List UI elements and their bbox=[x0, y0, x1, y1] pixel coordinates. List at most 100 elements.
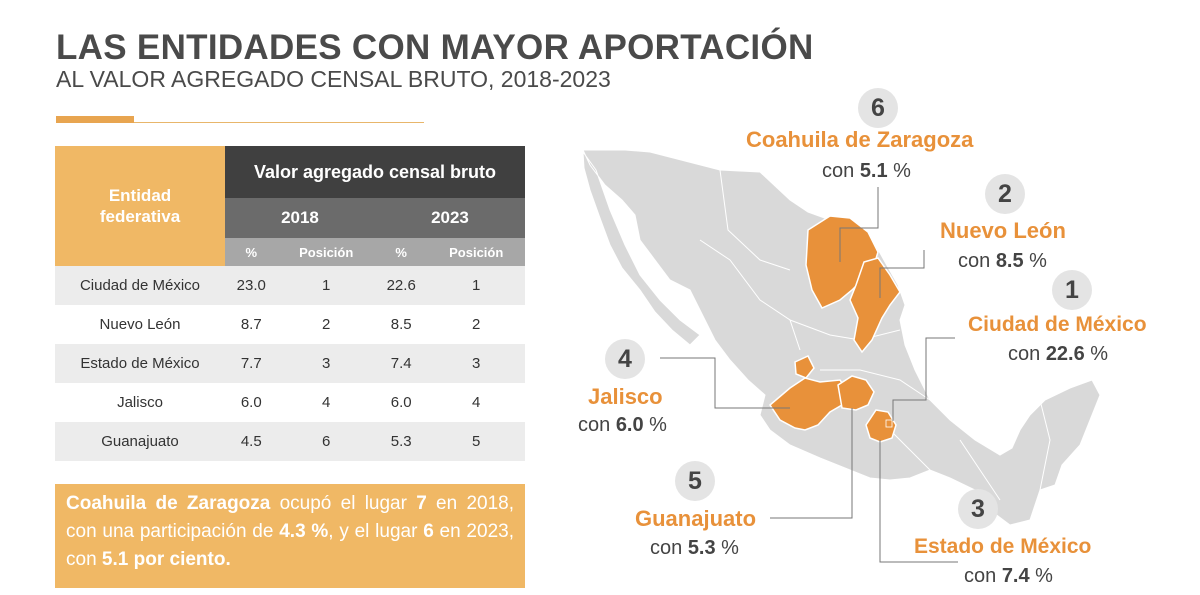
pct-cell: 8.5 bbox=[374, 305, 428, 344]
rank-badge-estado-de-mexico: 3 bbox=[958, 489, 998, 529]
state-value-coahuila: con 5.1 % bbox=[822, 160, 911, 183]
value-number: 5.3 bbox=[687, 537, 716, 559]
entity-cell: Estado de México bbox=[55, 344, 225, 383]
note-text: 6 bbox=[423, 521, 434, 542]
value-unit: % bbox=[715, 537, 739, 559]
position-cell: 1 bbox=[427, 266, 525, 305]
value-prefix: con bbox=[578, 414, 616, 436]
position-cell: 3 bbox=[427, 344, 525, 383]
entity-cell: Ciudad de México bbox=[55, 266, 225, 305]
note-text: ocupó el lugar bbox=[270, 493, 417, 514]
mexico-silhouette bbox=[582, 149, 1101, 526]
value-prefix: con bbox=[1008, 343, 1046, 365]
state-label-coahuila: Coahuila de Zaragoza bbox=[746, 127, 974, 152]
main-column-header: Valor agregado censal bruto bbox=[225, 146, 525, 198]
note-text: en 2018, con una participación de bbox=[66, 493, 514, 542]
leader-lines bbox=[660, 187, 958, 563]
page-title: LAS ENTIDADES CON MAYOR APORTACIÓN bbox=[56, 28, 814, 67]
value-unit: % bbox=[887, 160, 911, 182]
table-row: Ciudad de México 23.0 1 22.6 1 bbox=[55, 266, 525, 305]
state-value-jalisco: con 6.0 % bbox=[578, 414, 667, 437]
state-value-guanajuato: con 5.3 % bbox=[650, 537, 739, 560]
nuevo-leon-region bbox=[849, 257, 901, 354]
year-header-2018: 2018 bbox=[225, 198, 375, 238]
value-number: 6.0 bbox=[615, 414, 644, 436]
rank-badge-coahuila: 6 bbox=[858, 88, 898, 128]
value-unit: % bbox=[643, 414, 667, 436]
value-prefix: con bbox=[650, 537, 688, 559]
value-number: 8.5 bbox=[995, 250, 1024, 272]
data-table: Entidad federativa Valor agregado censal… bbox=[55, 146, 525, 461]
value-number: 7.4 bbox=[1001, 565, 1030, 587]
position-cell: 1 bbox=[277, 266, 375, 305]
entity-cell: Nuevo León bbox=[55, 305, 225, 344]
value-unit: % bbox=[1029, 565, 1053, 587]
leader-line-cdmx bbox=[892, 337, 955, 421]
pct-cell: 8.7 bbox=[225, 305, 278, 344]
pct-cell: 6.0 bbox=[374, 383, 428, 422]
rank-badge-guanajuato: 5 bbox=[675, 461, 715, 501]
ciudad-de-mexico-region bbox=[885, 419, 893, 428]
pct-cell: 7.4 bbox=[374, 344, 428, 383]
rank-badge-nuevo-leon: 2 bbox=[985, 174, 1025, 214]
pct-cell: 23.0 bbox=[225, 266, 278, 305]
entity-cell: Guanajuato bbox=[55, 422, 225, 461]
position-cell: 2 bbox=[277, 305, 375, 344]
pct-cell: 7.7 bbox=[225, 344, 278, 383]
note-text: Coahuila de Zaragoza bbox=[66, 493, 271, 514]
table-row: Nuevo León 8.7 2 8.5 2 bbox=[55, 305, 525, 344]
sub-header-position: Posición bbox=[277, 238, 375, 266]
value-prefix: con bbox=[822, 160, 860, 182]
state-borders bbox=[699, 169, 1051, 501]
value-prefix: con bbox=[958, 250, 996, 272]
value-number: 5.1 bbox=[859, 160, 888, 182]
entity-header-label: Entidad federativa bbox=[99, 186, 181, 226]
leader-line-nuevo-leon bbox=[879, 250, 925, 298]
value-prefix: con bbox=[964, 565, 1002, 587]
pct-cell: 5.3 bbox=[374, 422, 428, 461]
sub-header-pct: % bbox=[374, 238, 428, 266]
rank-badge-jalisco: 4 bbox=[605, 339, 645, 379]
state-value-nuevo-leon: con 8.5 % bbox=[958, 250, 1047, 273]
leader-line-estado-de-mexico bbox=[879, 440, 958, 563]
position-cell: 6 bbox=[277, 422, 375, 461]
leader-line-coahuila bbox=[839, 187, 879, 262]
note-text: 7 bbox=[416, 493, 427, 514]
note-text: 4.3 % bbox=[279, 521, 329, 542]
state-value-cdmx: con 22.6 % bbox=[1008, 343, 1108, 366]
note-text: en 2023, con bbox=[66, 521, 514, 570]
title-accent-bar bbox=[56, 116, 134, 123]
state-label-jalisco: Jalisco bbox=[588, 384, 663, 409]
leader-line-jalisco bbox=[660, 357, 790, 409]
year-header-2023: 2023 bbox=[374, 198, 525, 238]
table-row: Estado de México 7.7 3 7.4 3 bbox=[55, 344, 525, 383]
zacatecas-fragment bbox=[794, 355, 815, 379]
guanajuato-region bbox=[837, 375, 875, 411]
note-text: , y el lugar bbox=[328, 521, 424, 542]
state-label-cdmx: Ciudad de México bbox=[968, 313, 1147, 336]
rank-badge-cdmx: 1 bbox=[1052, 270, 1092, 310]
table-row: Guanajuato 4.5 6 5.3 5 bbox=[55, 422, 525, 461]
note-text: 5.1 por ciento. bbox=[101, 549, 231, 570]
position-cell: 3 bbox=[277, 344, 375, 383]
position-cell: 4 bbox=[277, 383, 375, 422]
estado-de-mexico-region bbox=[865, 409, 897, 443]
sub-header-position: Posición bbox=[427, 238, 525, 266]
value-number: 22.6 bbox=[1045, 343, 1085, 365]
sub-header-pct: % bbox=[225, 238, 278, 266]
state-label-nuevo-leon: Nuevo León bbox=[940, 218, 1066, 243]
table-row: Jalisco 6.0 4 6.0 4 bbox=[55, 383, 525, 422]
value-unit: % bbox=[1084, 343, 1109, 365]
leader-line-guanajuato bbox=[770, 408, 853, 519]
entity-column-header: Entidad federativa bbox=[55, 146, 225, 266]
position-cell: 4 bbox=[427, 383, 525, 422]
coahuila-note-box: Coahuila de Zaragoza ocupó el lugar 7 en… bbox=[55, 484, 525, 588]
state-value-estado-de-mexico: con 7.4 % bbox=[964, 565, 1053, 588]
state-label-estado-de-mexico: Estado de México bbox=[914, 535, 1092, 558]
position-cell: 2 bbox=[427, 305, 525, 344]
title-divider bbox=[56, 122, 424, 123]
pct-cell: 22.6 bbox=[374, 266, 428, 305]
value-unit: % bbox=[1023, 250, 1047, 272]
pct-cell: 4.5 bbox=[225, 422, 278, 461]
